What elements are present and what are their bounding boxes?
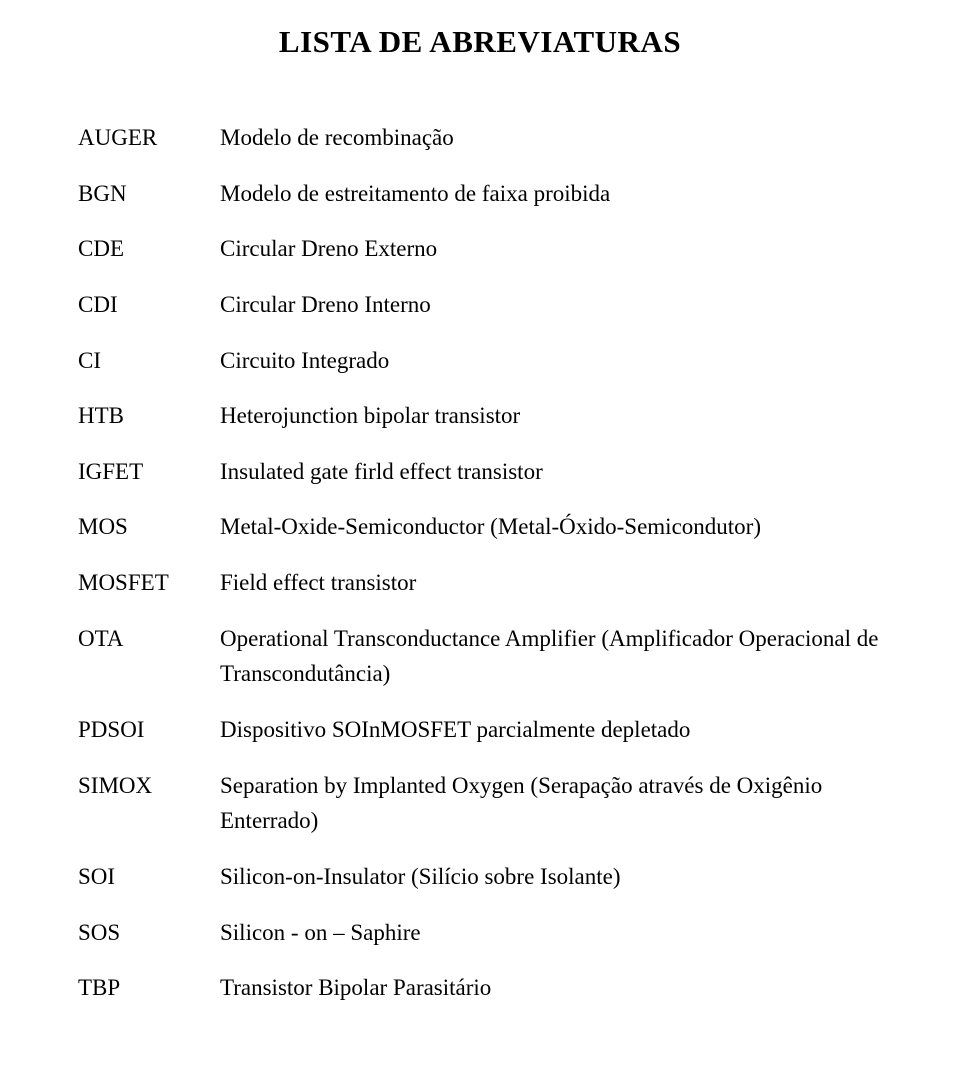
abbr-cell: CI bbox=[78, 343, 220, 379]
abbr-cell: MOSFET bbox=[78, 565, 220, 601]
abbr-cell: MOS bbox=[78, 509, 220, 545]
list-item: HTB Heterojunction bipolar transistor bbox=[78, 398, 882, 434]
list-item: SIMOX Separation by Implanted Oxygen (Se… bbox=[78, 768, 882, 839]
list-item: BGN Modelo de estreitamento de faixa pro… bbox=[78, 176, 882, 212]
list-item: IGFET Insulated gate firld effect transi… bbox=[78, 454, 882, 490]
abbr-cell: CDI bbox=[78, 287, 220, 323]
list-item: SOI Silicon-on-Insulator (Silício sobre … bbox=[78, 859, 882, 895]
definition-cell: Circular Dreno Interno bbox=[220, 287, 882, 323]
definition-cell: Silicon-on-Insulator (Silício sobre Isol… bbox=[220, 859, 882, 895]
abbr-cell: OTA bbox=[78, 621, 220, 657]
abbr-cell: AUGER bbox=[78, 120, 220, 156]
definition-cell: Dispositivo SOInMOSFET parcialmente depl… bbox=[220, 712, 882, 748]
list-item: SOS Silicon - on – Saphire bbox=[78, 915, 882, 951]
abbr-cell: TBP bbox=[78, 970, 220, 1006]
document-page: LISTA DE ABREVIATURAS AUGER Modelo de re… bbox=[0, 0, 960, 1066]
abbr-cell: CDE bbox=[78, 231, 220, 267]
definition-cell: Circuito Integrado bbox=[220, 343, 882, 379]
abbr-cell: SOI bbox=[78, 859, 220, 895]
definition-cell: Separation by Implanted Oxygen (Serapaçã… bbox=[220, 768, 882, 839]
definition-cell: Insulated gate firld effect transistor bbox=[220, 454, 882, 490]
abbr-cell: SIMOX bbox=[78, 768, 220, 804]
abbr-cell: PDSOI bbox=[78, 712, 220, 748]
page-title: LISTA DE ABREVIATURAS bbox=[78, 24, 882, 60]
definition-cell: Modelo de recombinação bbox=[220, 120, 882, 156]
definition-cell: Operational Transconductance Amplifier (… bbox=[220, 621, 882, 692]
list-item: TBP Transistor Bipolar Parasitário bbox=[78, 970, 882, 1006]
definition-cell: Modelo de estreitamento de faixa proibid… bbox=[220, 176, 882, 212]
abbr-cell: BGN bbox=[78, 176, 220, 212]
list-item: CDI Circular Dreno Interno bbox=[78, 287, 882, 323]
definition-cell: Field effect transistor bbox=[220, 565, 882, 601]
abbreviation-list: AUGER Modelo de recombinação BGN Modelo … bbox=[78, 120, 882, 1006]
list-item: AUGER Modelo de recombinação bbox=[78, 120, 882, 156]
definition-cell: Circular Dreno Externo bbox=[220, 231, 882, 267]
abbr-cell: SOS bbox=[78, 915, 220, 951]
list-item: MOS Metal-Oxide-Semiconductor (Metal-Óxi… bbox=[78, 509, 882, 545]
list-item: OTA Operational Transconductance Amplifi… bbox=[78, 621, 882, 692]
list-item: CDE Circular Dreno Externo bbox=[78, 231, 882, 267]
definition-cell: Silicon - on – Saphire bbox=[220, 915, 882, 951]
list-item: PDSOI Dispositivo SOInMOSFET parcialment… bbox=[78, 712, 882, 748]
list-item: CI Circuito Integrado bbox=[78, 343, 882, 379]
definition-cell: Metal-Oxide-Semiconductor (Metal-Óxido-S… bbox=[220, 509, 882, 545]
list-item: MOSFET Field effect transistor bbox=[78, 565, 882, 601]
definition-cell: Transistor Bipolar Parasitário bbox=[220, 970, 882, 1006]
abbr-cell: HTB bbox=[78, 398, 220, 434]
abbr-cell: IGFET bbox=[78, 454, 220, 490]
definition-cell: Heterojunction bipolar transistor bbox=[220, 398, 882, 434]
